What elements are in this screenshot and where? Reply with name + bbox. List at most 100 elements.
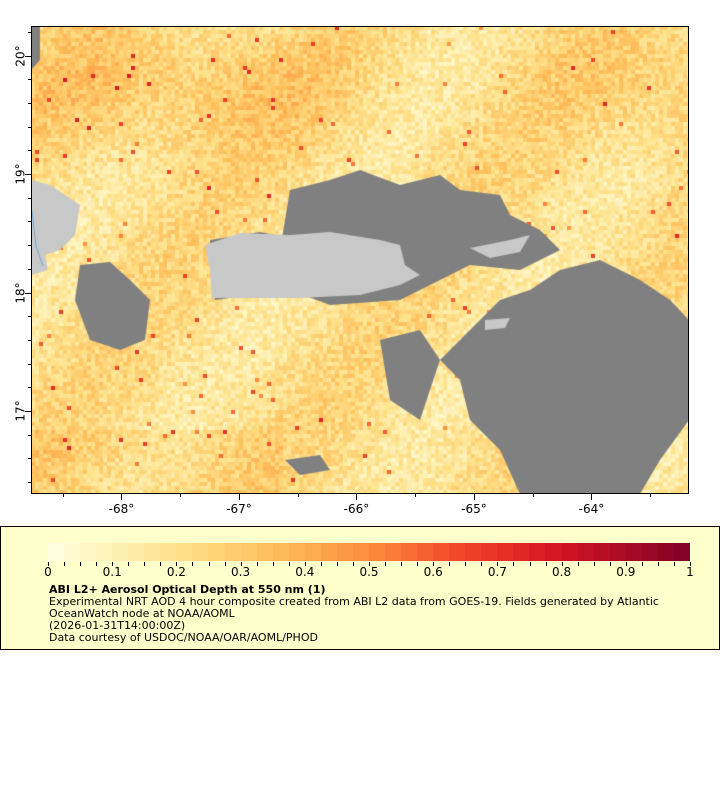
- colorbar-tick-label: 0.8: [552, 565, 572, 579]
- colorbar-swatch: [192, 543, 209, 561]
- y-tick-label: 20°: [13, 44, 28, 67]
- colorbar-tick: [481, 562, 483, 566]
- y-minor-tick: [28, 482, 31, 484]
- colorbar-tick-label: 0.4: [295, 565, 315, 579]
- colorbar-swatch: [673, 543, 690, 561]
- y-minor-tick: [28, 55, 31, 57]
- x-tick: [473, 494, 475, 500]
- y-minor-tick: [28, 126, 31, 128]
- x-tick: [238, 494, 240, 500]
- colorbar-tick: [192, 562, 194, 566]
- y-minor-tick: [28, 150, 31, 152]
- y-minor-tick: [28, 221, 31, 223]
- y-minor-tick: [28, 316, 31, 318]
- colorbar-swatch: [465, 543, 482, 561]
- colorbar-tick: [465, 562, 467, 566]
- colorbar-tick: [144, 562, 146, 566]
- x-minor-tick: [180, 494, 182, 497]
- colorbar-swatch: [320, 543, 337, 561]
- colorbar-tick: [385, 562, 387, 566]
- colorbar-tick: [673, 562, 675, 566]
- colorbar-swatch: [513, 543, 530, 561]
- colorbar-tick: [497, 562, 499, 566]
- colorbar-tick: [449, 562, 451, 566]
- x-tick-label: -68°: [108, 502, 135, 516]
- x-minor-tick: [415, 494, 417, 497]
- colorbar-tick: [64, 562, 66, 566]
- y-minor-tick: [28, 174, 31, 176]
- colorbar-swatch: [545, 543, 562, 561]
- colorbar-swatch: [304, 543, 321, 561]
- colorbar-tick: [657, 562, 659, 566]
- colorbar-swatch: [96, 543, 113, 561]
- colorbar-tick: [593, 562, 595, 566]
- colorbar-tick: [304, 562, 306, 566]
- colorbar-tick: [641, 562, 643, 566]
- colorbar-swatch: [240, 543, 257, 561]
- y-minor-tick: [28, 79, 31, 81]
- colorbar-swatch: [401, 543, 418, 561]
- colorbar-tick: [513, 562, 515, 566]
- colorbar-tick-label: 0.6: [423, 565, 443, 579]
- y-minor-tick: [28, 31, 31, 33]
- y-minor-tick: [28, 268, 31, 270]
- colorbar-tick: [625, 562, 627, 566]
- y-tick-label: 19°: [13, 163, 28, 185]
- y-tick-label: 18°: [13, 281, 28, 304]
- aod-map-image: [31, 26, 689, 494]
- colorbar-swatch: [433, 543, 450, 561]
- colorbar-swatch: [288, 543, 305, 561]
- colorbar-tick-label: 1: [686, 565, 694, 579]
- colorbar-swatch: [609, 543, 626, 561]
- legend-panel: 0 0.1 0.2 0.3 0.4 0.5 0.6 0.7 0.8 0.9 1 ABI L2+ Ae…: [0, 526, 720, 650]
- colorbar-tick: [160, 562, 162, 566]
- colorbar-swatch: [176, 543, 193, 561]
- colorbar-tick: [352, 562, 354, 566]
- colorbar-swatch: [224, 543, 241, 561]
- x-minor-tick: [297, 494, 299, 497]
- colorbar-swatch: [160, 543, 177, 561]
- legend-credit: Data courtesy of USDOC/NOAA/OAR/AOML/PHO…: [49, 631, 318, 644]
- colorbar-tick: [112, 562, 114, 566]
- colorbar-tick: [561, 562, 563, 566]
- y-minor-tick: [28, 434, 31, 436]
- colorbar-swatch: [481, 543, 498, 561]
- colorbar-tick: [128, 562, 130, 566]
- y-minor-tick: [28, 458, 31, 460]
- colorbar-tick: [577, 562, 579, 566]
- colorbar-tick: [288, 562, 290, 566]
- colorbar-tick: [609, 562, 611, 566]
- colorbar-tick: [224, 562, 226, 566]
- colorbar-swatch: [48, 543, 65, 561]
- x-tick-label: -67°: [226, 502, 252, 516]
- y-minor-tick: [28, 363, 31, 365]
- legend-title: ABI L2+ Aerosol Optical Depth at 550 nm …: [49, 583, 326, 596]
- colorbar-tick: [176, 562, 178, 566]
- colorbar-tick: [96, 562, 98, 566]
- colorbar-swatch: [384, 543, 402, 561]
- colorbar-swatch: [368, 543, 385, 561]
- colorbar-swatch: [80, 543, 97, 561]
- x-minor-tick: [532, 494, 534, 497]
- x-tick-label: -66°: [343, 502, 370, 516]
- colorbar-swatch: [144, 543, 161, 561]
- colorbar-swatch: [256, 543, 273, 561]
- colorbar-swatch: [208, 543, 225, 561]
- colorbar-swatch: [417, 543, 434, 561]
- colorbar-tick-label: 0.2: [166, 565, 186, 579]
- y-minor-tick: [28, 387, 31, 389]
- colorbar-swatch: [64, 543, 81, 561]
- colorbar-swatch: [529, 543, 546, 561]
- x-tick: [591, 494, 593, 500]
- colorbar-tick: [240, 562, 242, 566]
- colorbar-tick: [272, 562, 274, 566]
- colorbar-swatch: [657, 543, 674, 561]
- colorbar-swatch: [625, 543, 642, 561]
- colorbar-tick: [208, 562, 210, 566]
- colorbar-swatch: [336, 543, 353, 561]
- x-tick-label: -65°: [461, 502, 487, 516]
- colorbar-tick: [545, 562, 547, 566]
- colorbar-tick: [320, 562, 322, 566]
- legend-time: (2026-01-31T14:00:00Z): [49, 619, 186, 632]
- legend-description-cont: OceanWatch node at NOAA/AOML: [49, 607, 235, 620]
